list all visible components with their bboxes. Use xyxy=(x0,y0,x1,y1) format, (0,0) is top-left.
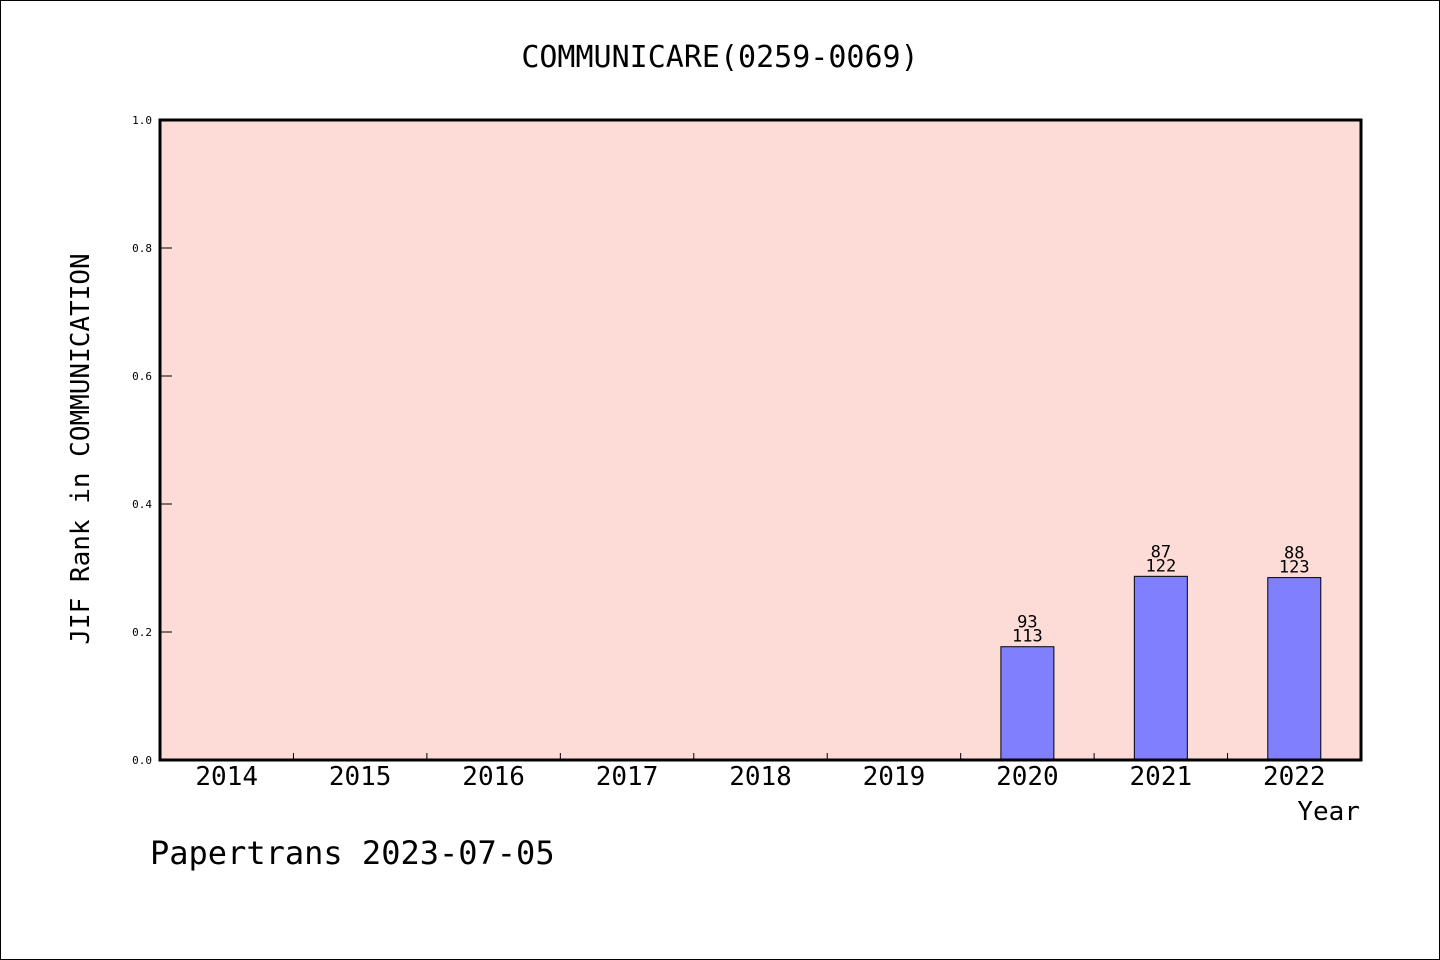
x-axis-ticks: 2014 2015 2016 2017 2018 2019 2020 2021 2022 xyxy=(195,753,1326,792)
bar-label-rank: 88 xyxy=(1284,544,1304,564)
x-tick-label: 2020 xyxy=(996,762,1059,792)
x-tick-label: 2015 xyxy=(329,762,392,792)
x-tick-label: 2017 xyxy=(596,762,659,792)
y-tick-label: 0.4 xyxy=(132,498,152,511)
x-tick-label: 2016 xyxy=(462,762,525,792)
x-tick-label: 2021 xyxy=(1130,762,1193,792)
bar-2020 xyxy=(1000,646,1055,761)
plot-border xyxy=(158,118,1363,762)
bar-label-total: 122 xyxy=(1145,556,1176,576)
y-axis-ticks: 0.0 0.2 0.4 0.6 0.8 1.0 xyxy=(132,114,172,767)
bar-label-total: 113 xyxy=(1012,627,1043,647)
y-tick-label: 0.8 xyxy=(132,242,152,255)
y-tick-label: 0.2 xyxy=(132,626,152,639)
bars-group xyxy=(1000,575,1322,761)
footer-text: Papertrans 2023-07-05 xyxy=(150,834,555,872)
x-tick-label: 2019 xyxy=(863,762,926,792)
x-tick-label: 2014 xyxy=(195,762,258,792)
y-axis-label: JIF Rank in COMMUNICATION xyxy=(66,253,96,644)
bar-2021 xyxy=(1133,575,1188,761)
x-tick-label: 2022 xyxy=(1263,762,1326,792)
bar-label-rank: 87 xyxy=(1151,542,1171,562)
y-tick-label: 1.0 xyxy=(132,114,152,127)
x-tick-label: 2018 xyxy=(729,762,792,792)
y-tick-label: 0.0 xyxy=(132,754,152,767)
bar-label-total: 123 xyxy=(1279,558,1310,578)
bar-2022 xyxy=(1267,577,1322,761)
x-axis-label: Year xyxy=(1297,797,1360,827)
y-tick-label: 0.6 xyxy=(132,370,152,383)
bar-label-rank: 93 xyxy=(1017,613,1037,633)
chart-title: COMMUNICARE(0259-0069) xyxy=(521,40,918,75)
